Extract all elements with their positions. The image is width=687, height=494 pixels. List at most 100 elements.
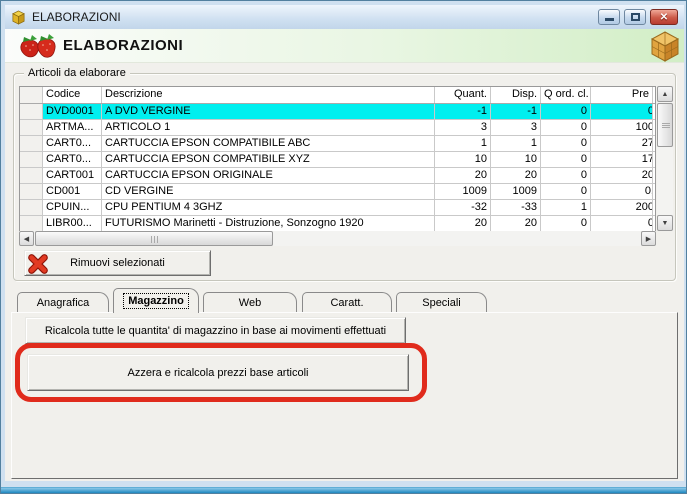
cell-descrizione: CPU PENTIUM 4 3GHZ bbox=[102, 200, 435, 215]
row-selector bbox=[20, 136, 43, 151]
cell-codice: CART0... bbox=[43, 152, 102, 167]
cell-codice: CART0... bbox=[43, 136, 102, 151]
col-header-disp[interactable]: Disp. bbox=[491, 87, 541, 103]
cell-disp: 1009 bbox=[491, 184, 541, 199]
table-row[interactable]: CART001 CARTUCCIA EPSON ORIGINALE 20 20 … bbox=[20, 168, 655, 184]
cell-quant: -1 bbox=[435, 104, 491, 119]
cell-descrizione: CD VERGINE bbox=[102, 184, 435, 199]
row-selector bbox=[20, 120, 43, 135]
cell-disp: 3 bbox=[491, 120, 541, 135]
cell-quant: 1 bbox=[435, 136, 491, 151]
cell-qordcl: 0 bbox=[541, 216, 591, 231]
table-row[interactable]: LIBR00... FUTURISMO Marinetti - Distruzi… bbox=[20, 216, 655, 232]
window-bottom-frame bbox=[1, 487, 686, 493]
tab-web[interactable]: Web bbox=[203, 292, 297, 312]
cell-qordcl: 0 bbox=[541, 168, 591, 183]
tab-caratt[interactable]: Caratt. bbox=[302, 292, 392, 312]
scroll-down-icon[interactable]: ▼ bbox=[657, 215, 673, 231]
tab-anagrafica[interactable]: Anagrafica bbox=[17, 292, 109, 312]
col-header-codice[interactable]: Codice bbox=[43, 87, 102, 103]
tab-speciali[interactable]: Speciali bbox=[396, 292, 487, 312]
horizontal-scroll-thumb[interactable] bbox=[35, 231, 273, 246]
cell-disp: -33 bbox=[491, 200, 541, 215]
cell-disp: 1 bbox=[491, 136, 541, 151]
thumb-grip bbox=[662, 123, 670, 129]
tab-label: Speciali bbox=[422, 296, 461, 309]
row-selector bbox=[20, 152, 43, 167]
minimize-button[interactable] bbox=[598, 9, 620, 25]
scroll-right-icon[interactable]: ▶ bbox=[641, 231, 656, 246]
cell-codice: ARTMA... bbox=[43, 120, 102, 135]
title-bar[interactable]: ELABORAZIONI ✕ bbox=[5, 5, 684, 29]
table-row[interactable]: CD001 CD VERGINE 1009 1009 0 0, bbox=[20, 184, 655, 200]
cell-disp: 20 bbox=[491, 168, 541, 183]
table-vertical-scrollbar[interactable]: ▲ ▼ bbox=[657, 86, 673, 231]
col-header-qordcl[interactable]: Q ord. cl. bbox=[541, 87, 591, 103]
cell-descrizione: ARTICOLO 1 bbox=[102, 120, 435, 135]
cell-quant: 1009 bbox=[435, 184, 491, 199]
articles-groupbox: Articoli da elaborare Codice Descrizione… bbox=[13, 67, 676, 281]
recalc-quantities-label: Ricalcola tutte le quantita' di magazzin… bbox=[44, 324, 387, 337]
table-row[interactable]: CART0... CARTUCCIA EPSON COMPATIBILE ABC… bbox=[20, 136, 655, 152]
cell-prezzo: 0, bbox=[591, 184, 653, 199]
recalc-prices-button[interactable]: Azzera e ricalcola prezzi base articoli bbox=[27, 354, 409, 391]
table-row[interactable]: CPUIN... CPU PENTIUM 4 3GHZ -32 -33 1 20… bbox=[20, 200, 655, 216]
close-icon: ✕ bbox=[659, 11, 669, 23]
table-horizontal-scrollbar[interactable]: ◀ ▶ bbox=[19, 231, 656, 246]
remove-selected-label: Rimuovi selezionati bbox=[70, 257, 165, 269]
tab-label: Magazzino bbox=[123, 293, 189, 309]
scroll-left-icon[interactable]: ◀ bbox=[19, 231, 34, 246]
row-selector bbox=[20, 184, 43, 199]
close-button[interactable]: ✕ bbox=[650, 9, 678, 25]
col-header-prezzo[interactable]: Pre bbox=[591, 87, 653, 103]
cell-prezzo: 0 bbox=[591, 216, 653, 231]
row-selector bbox=[20, 200, 43, 215]
app-cube-icon bbox=[12, 10, 25, 25]
tab-label: Anagrafica bbox=[36, 296, 90, 309]
vertical-scroll-thumb[interactable] bbox=[657, 103, 673, 147]
cell-qordcl: 0 bbox=[541, 120, 591, 135]
cell-prezzo: 17 bbox=[591, 152, 653, 167]
cell-codice: LIBR00... bbox=[43, 216, 102, 231]
red-x-icon bbox=[28, 254, 48, 274]
cell-qordcl: 0 bbox=[541, 184, 591, 199]
cell-descrizione: CARTUCCIA EPSON ORIGINALE bbox=[102, 168, 435, 183]
table-header-row: Codice Descrizione Quant. Disp. Q ord. c… bbox=[20, 87, 655, 104]
dialog-client-area: ELABORAZIONI Articoli da elaborare Codic… bbox=[5, 29, 684, 481]
cell-codice: CD001 bbox=[43, 184, 102, 199]
remove-selected-button[interactable]: Rimuovi selezionati bbox=[24, 250, 211, 276]
cell-codice: CPUIN... bbox=[43, 200, 102, 215]
tab-label: Web bbox=[238, 296, 262, 309]
row-selector bbox=[20, 168, 43, 183]
recalc-quantities-button[interactable]: Ricalcola tutte le quantita' di magazzin… bbox=[25, 317, 406, 344]
table-row[interactable]: CART0... CARTUCCIA EPSON COMPATIBILE XYZ… bbox=[20, 152, 655, 168]
cell-quant: 3 bbox=[435, 120, 491, 135]
cell-descrizione: A DVD VERGINE bbox=[102, 104, 435, 119]
tab-magazzino[interactable]: Magazzino bbox=[113, 288, 199, 313]
table-row[interactable]: DVD0001 A DVD VERGINE -1 -1 0 0 bbox=[20, 104, 655, 120]
cell-codice: CART001 bbox=[43, 168, 102, 183]
cell-prezzo: 0 bbox=[591, 104, 653, 119]
cell-descrizione: CARTUCCIA EPSON COMPATIBILE ABC bbox=[102, 136, 435, 151]
cell-descrizione: CARTUCCIA EPSON COMPATIBILE XYZ bbox=[102, 152, 435, 167]
table-row[interactable]: ARTMA... ARTICOLO 1 3 3 0 100 bbox=[20, 120, 655, 136]
cell-prezzo: 200 bbox=[591, 200, 653, 215]
col-header-quant[interactable]: Quant. bbox=[435, 87, 491, 103]
articles-groupbox-label: Articoli da elaborare bbox=[24, 67, 130, 79]
cell-quant: 20 bbox=[435, 168, 491, 183]
window-title: ELABORAZIONI bbox=[32, 10, 121, 24]
maximize-button[interactable] bbox=[624, 9, 646, 25]
thumb-grip bbox=[151, 236, 158, 243]
scroll-up-icon[interactable]: ▲ bbox=[657, 86, 673, 102]
articles-table: Codice Descrizione Quant. Disp. Q ord. c… bbox=[19, 86, 656, 233]
cell-descrizione: FUTURISMO Marinetti - Distruzione, Sonzo… bbox=[102, 216, 435, 231]
col-header-descrizione[interactable]: Descrizione bbox=[102, 87, 435, 103]
cell-qordcl: 0 bbox=[541, 104, 591, 119]
recalc-prices-label: Azzera e ricalcola prezzi base articoli bbox=[127, 366, 309, 379]
strawberries-icon bbox=[20, 34, 56, 58]
col-header-selector[interactable] bbox=[20, 87, 43, 103]
cell-quant: 10 bbox=[435, 152, 491, 167]
cell-quant: 20 bbox=[435, 216, 491, 231]
maximize-icon bbox=[630, 13, 640, 21]
